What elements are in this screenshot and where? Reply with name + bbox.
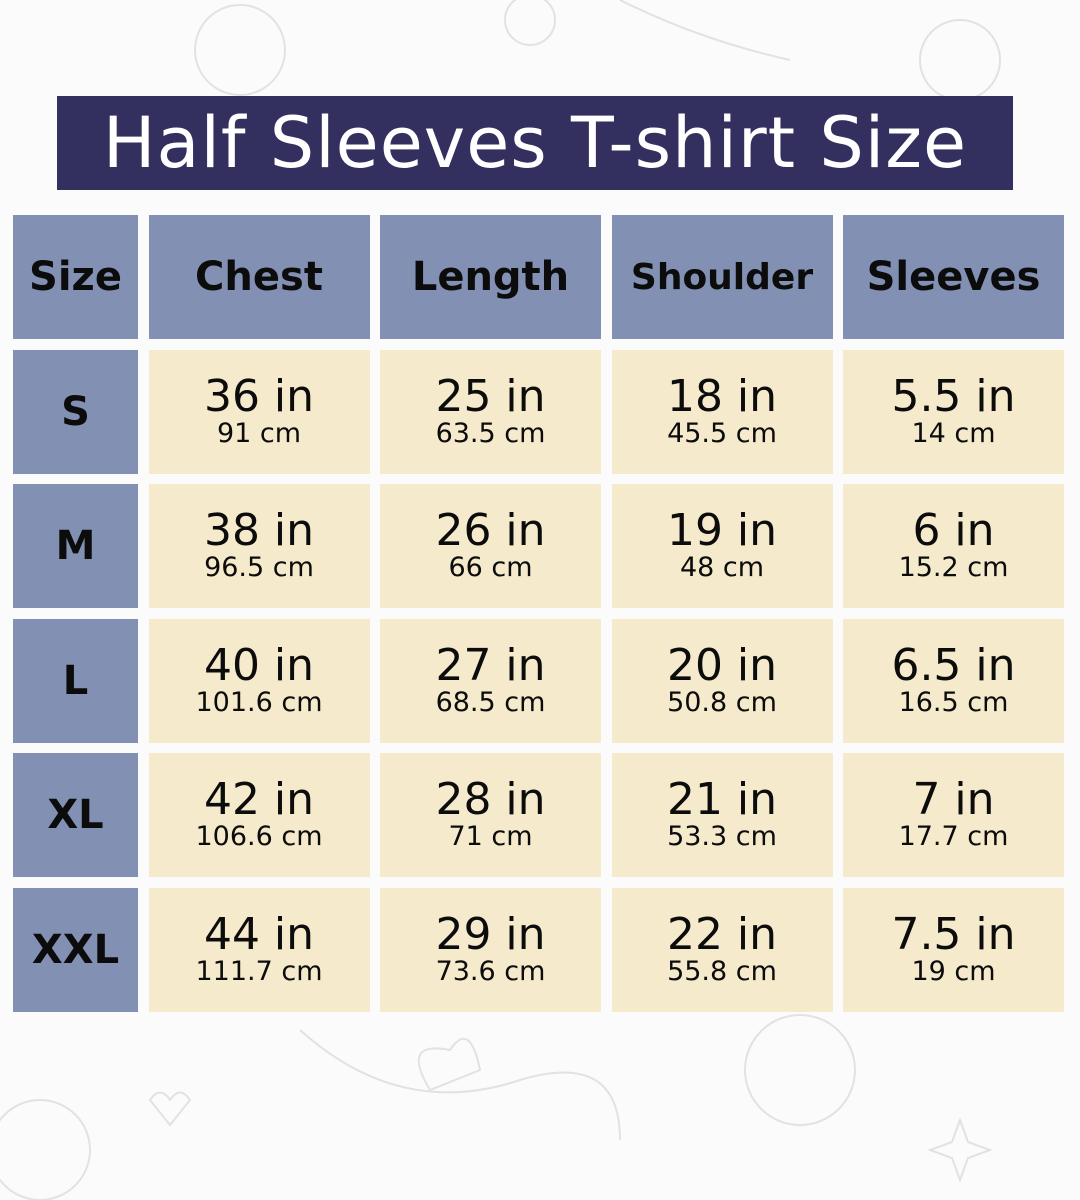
cm-value: 96.5 cm	[204, 552, 314, 584]
chest-cell: 44 in 111.7 cm	[148, 887, 370, 1012]
cm-value: 101.6 cm	[195, 686, 323, 718]
cm-value: 71 cm	[448, 821, 533, 853]
size-label: L	[13, 618, 138, 743]
inches-value: 18 in	[666, 370, 778, 422]
cm-value: 66 cm	[448, 552, 533, 584]
cm-value: 14 cm	[911, 417, 996, 449]
inches-value: 6.5 in	[891, 639, 1016, 691]
inches-value: 7.5 in	[891, 908, 1016, 960]
shoulder-cell: 20 in 50.8 cm	[611, 618, 833, 743]
cm-value: 16.5 cm	[898, 686, 1009, 718]
length-cell: 28 in 71 cm	[380, 753, 601, 877]
inches-value: 44 in	[203, 908, 315, 960]
header-sleeves: Sleeves	[843, 215, 1064, 339]
inches-value: 21 in	[666, 774, 778, 826]
cm-value: 55.8 cm	[667, 955, 777, 987]
inches-value: 6 in	[912, 505, 995, 557]
inches-value: 5.5 in	[891, 370, 1016, 422]
chest-cell: 38 in 96.5 cm	[148, 484, 370, 608]
chest-cell: 36 in 91 cm	[148, 349, 370, 474]
length-cell: 29 in 73.6 cm	[380, 887, 601, 1012]
chest-cell: 40 in 101.6 cm	[148, 618, 370, 743]
cm-value: 53.3 cm	[667, 821, 777, 853]
size-label: XXL	[13, 887, 138, 1012]
length-cell: 27 in 68.5 cm	[380, 618, 601, 743]
sleeves-cell: 6 in 15.2 cm	[843, 484, 1064, 608]
shoulder-cell: 18 in 45.5 cm	[611, 349, 833, 474]
inches-value: 42 in	[203, 774, 315, 826]
sleeves-cell: 5.5 in 14 cm	[843, 349, 1064, 474]
cm-value: 68.5 cm	[435, 686, 546, 718]
inches-value: 25 in	[435, 370, 546, 422]
sleeves-cell: 7.5 in 19 cm	[843, 887, 1064, 1012]
inches-value: 22 in	[666, 908, 778, 960]
header-chest: Chest	[148, 215, 370, 339]
cm-value: 63.5 cm	[435, 417, 546, 449]
chest-cell: 42 in 106.6 cm	[148, 753, 370, 877]
shoulder-cell: 21 in 53.3 cm	[611, 753, 833, 877]
inches-value: 28 in	[435, 774, 546, 826]
inches-value: 26 in	[435, 505, 546, 557]
cm-value: 73.6 cm	[435, 955, 546, 987]
cm-value: 106.6 cm	[195, 821, 323, 853]
inches-value: 29 in	[435, 908, 546, 960]
inches-value: 20 in	[666, 639, 778, 691]
header-length: Length	[380, 215, 601, 339]
size-label: M	[13, 484, 138, 608]
size-label: XL	[13, 753, 138, 877]
length-cell: 25 in 63.5 cm	[380, 349, 601, 474]
cm-value: 15.2 cm	[898, 552, 1009, 584]
inches-value: 19 in	[666, 505, 778, 557]
inches-value: 7 in	[912, 774, 995, 826]
shoulder-cell: 19 in 48 cm	[611, 484, 833, 608]
inches-value: 36 in	[203, 370, 315, 422]
cm-value: 50.8 cm	[667, 686, 777, 718]
sleeves-cell: 7 in 17.7 cm	[843, 753, 1064, 877]
cm-value: 91 cm	[216, 417, 302, 449]
header-shoulder: Shoulder	[611, 215, 833, 339]
cm-value: 48 cm	[679, 552, 765, 584]
inches-value: 38 in	[203, 505, 315, 557]
cm-value: 19 cm	[911, 955, 996, 987]
header-size: Size	[13, 215, 138, 339]
length-cell: 26 in 66 cm	[380, 484, 601, 608]
inches-value: 27 in	[435, 639, 546, 691]
shoulder-cell: 22 in 55.8 cm	[611, 887, 833, 1012]
size-table: Size Chest Length Shoulder Sleeves S 36 i…	[13, 215, 1064, 1012]
cm-value: 111.7 cm	[195, 955, 323, 987]
inches-value: 40 in	[203, 639, 315, 691]
size-label: S	[13, 349, 138, 474]
page-title: Half Sleeves T-shirt Size	[57, 96, 1013, 190]
cm-value: 45.5 cm	[667, 417, 777, 449]
sleeves-cell: 6.5 in 16.5 cm	[843, 618, 1064, 743]
cm-value: 17.7 cm	[898, 821, 1009, 853]
